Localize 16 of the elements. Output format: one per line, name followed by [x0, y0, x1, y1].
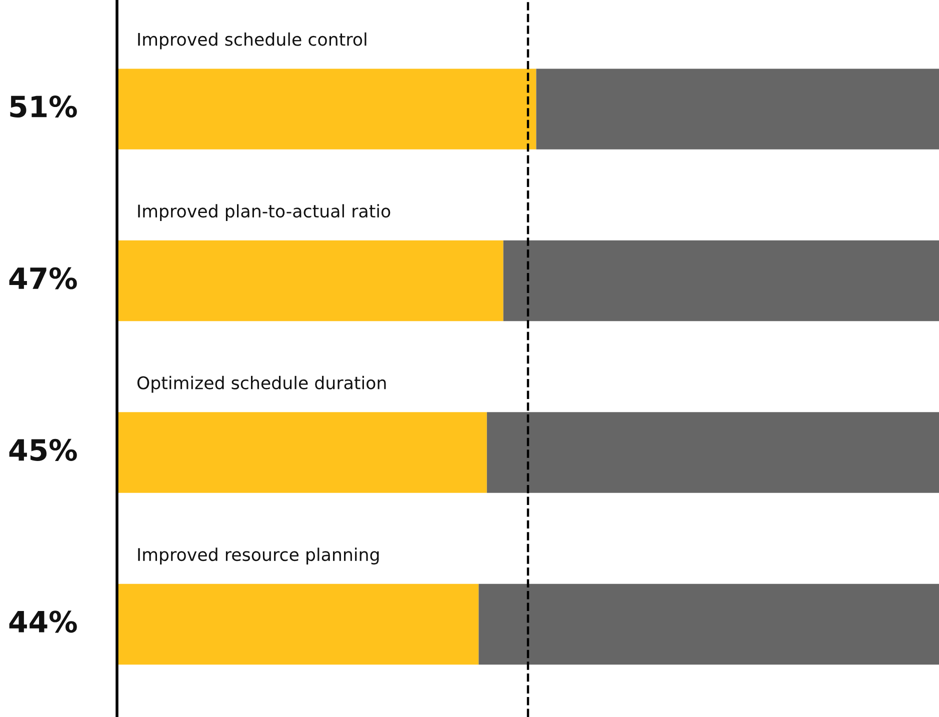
bar — [117, 412, 487, 493]
bar — [536, 68, 939, 150]
bar — [478, 584, 939, 665]
data-label: 44% — [9, 610, 77, 633]
bar — [503, 240, 939, 322]
data-label: 45% — [9, 438, 77, 461]
bar — [486, 412, 939, 493]
y-tick-label: Improved schedule control — [138, 32, 366, 50]
y-tick-label: Optimized schedule duration — [137, 376, 386, 393]
y-tick-label: Improved resource planning — [138, 548, 379, 564]
bar — [117, 68, 536, 150]
data-label: 47% — [9, 267, 77, 290]
bar — [117, 584, 479, 665]
data-label: 51% — [10, 95, 77, 118]
y-tick-label: Improved plan-to-actual ratio — [138, 204, 390, 221]
bar — [117, 240, 504, 322]
